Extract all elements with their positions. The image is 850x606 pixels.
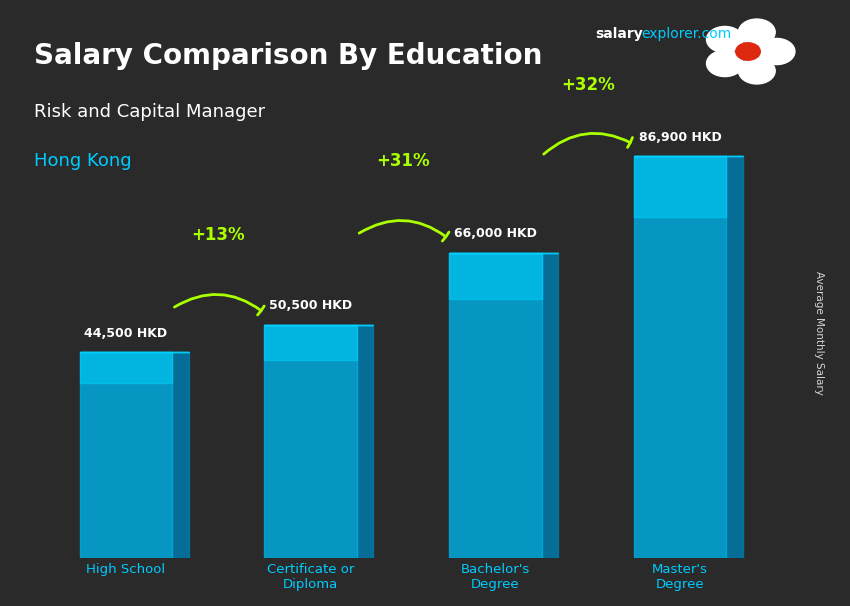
Text: +13%: +13% — [191, 226, 245, 244]
Text: 86,900 HKD: 86,900 HKD — [639, 130, 722, 144]
Bar — [264, 325, 357, 558]
Polygon shape — [541, 253, 558, 558]
Text: 66,000 HKD: 66,000 HKD — [454, 227, 537, 240]
Bar — [634, 156, 727, 558]
Text: 44,500 HKD: 44,500 HKD — [84, 327, 167, 339]
Text: salary: salary — [595, 27, 643, 41]
Polygon shape — [727, 156, 743, 558]
Circle shape — [706, 27, 743, 53]
Circle shape — [758, 38, 795, 65]
Text: +31%: +31% — [377, 152, 430, 170]
Text: 50,500 HKD: 50,500 HKD — [269, 299, 352, 311]
Bar — [80, 353, 172, 384]
Circle shape — [706, 50, 743, 76]
Text: Average Monthly Salary: Average Monthly Salary — [814, 271, 824, 395]
Polygon shape — [172, 353, 189, 558]
Text: +32%: +32% — [561, 76, 615, 93]
Circle shape — [736, 43, 760, 60]
Bar — [634, 156, 727, 217]
Circle shape — [739, 58, 775, 84]
Text: Risk and Capital Manager: Risk and Capital Manager — [34, 103, 265, 121]
Bar — [449, 253, 541, 299]
Polygon shape — [357, 325, 373, 558]
Text: Salary Comparison By Education: Salary Comparison By Education — [34, 42, 542, 70]
Bar — [80, 353, 172, 558]
Bar — [264, 325, 357, 360]
Bar — [449, 253, 541, 558]
Text: Hong Kong: Hong Kong — [34, 152, 132, 170]
Text: explorer.com: explorer.com — [642, 27, 732, 41]
Circle shape — [739, 19, 775, 45]
